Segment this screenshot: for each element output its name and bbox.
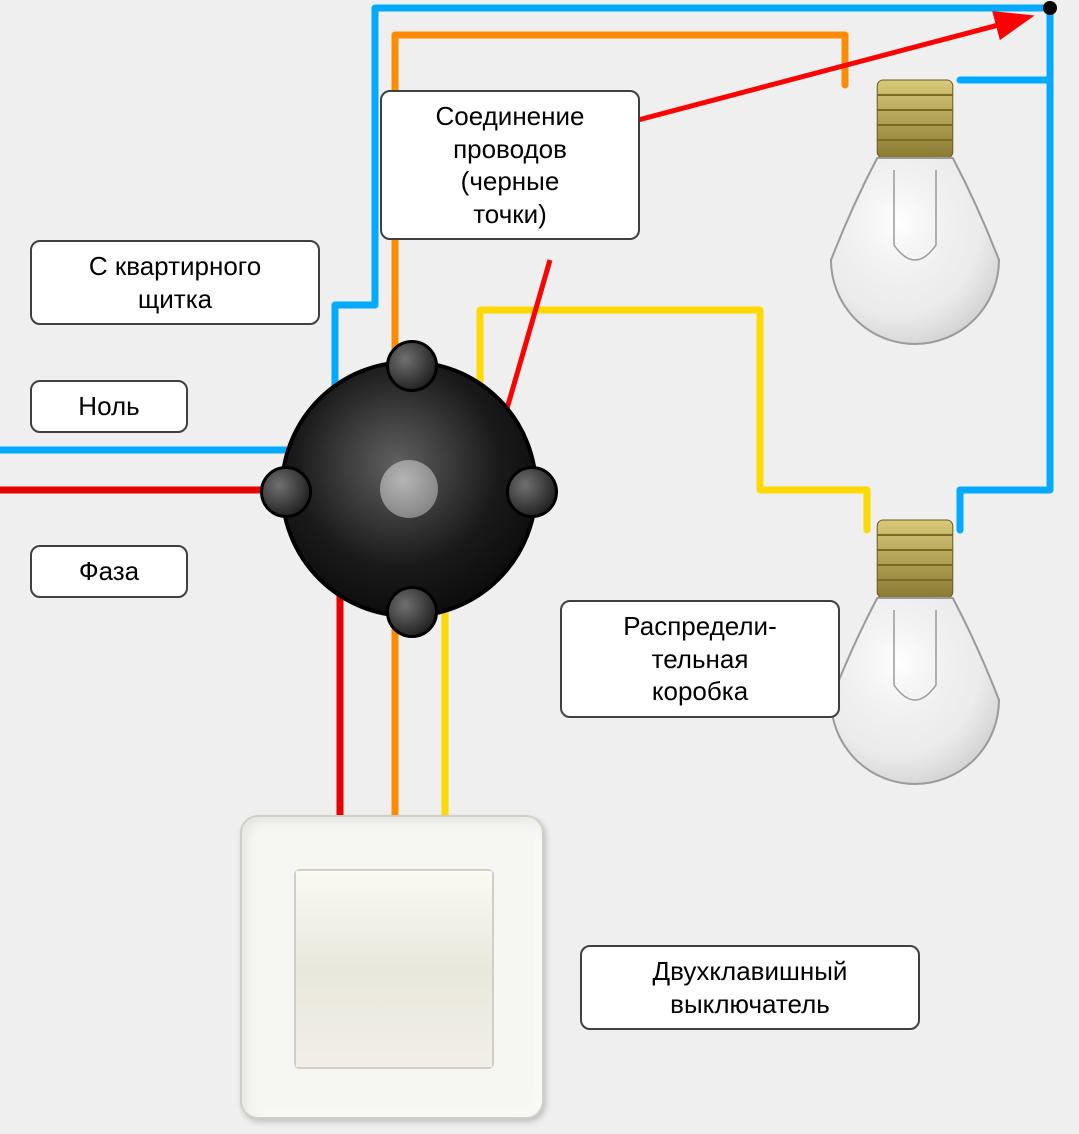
- label-junction-box: Распредели- тельная коробка: [560, 600, 840, 718]
- bulb-2: [831, 520, 999, 784]
- bulb-1: [831, 80, 999, 344]
- label-from-panel: С квартирного щитка: [30, 240, 320, 325]
- label-phase: Фаза: [30, 545, 188, 598]
- junction-box-port-right: [506, 466, 558, 518]
- label-wire-connection: Соединение проводов (черные точки): [380, 90, 640, 240]
- wire-orange-drop: [725, 35, 845, 85]
- two-key-switch: [240, 815, 544, 1119]
- junction-box: [280, 360, 538, 618]
- junction-box-port-bottom: [386, 586, 438, 638]
- label-zero: Ноль: [30, 380, 188, 433]
- junction-box-center-screw: [380, 460, 438, 518]
- label-text: Фаза: [79, 556, 139, 586]
- switch-key-left: [296, 871, 395, 1067]
- wire-blue-bulb2: [960, 8, 1050, 530]
- diagram-canvas: Соединение проводов (черные точки) С ква…: [0, 0, 1079, 1134]
- connection-dot: [1043, 1, 1057, 15]
- switch-key-right: [394, 871, 492, 1067]
- wire-yellow-bulb2: [820, 490, 867, 530]
- wire-phase-in-red: [0, 490, 340, 830]
- switch-rocker-frame: [294, 869, 494, 1069]
- junction-box-port-top: [386, 340, 438, 392]
- label-text: Ноль: [78, 391, 139, 421]
- label-text: Соединение проводов (черные точки): [436, 101, 585, 229]
- callout-arrow: [600, 18, 1025, 130]
- label-text: Двухклавишный выключатель: [653, 956, 848, 1019]
- junction-box-port-left: [260, 466, 312, 518]
- label-text: Распредели- тельная коробка: [623, 611, 777, 706]
- wire-bulb1-feed-blue: [960, 8, 1050, 80]
- label-two-key-switch: Двухклавишный выключатель: [580, 945, 920, 1030]
- label-text: С квартирного щитка: [89, 251, 261, 314]
